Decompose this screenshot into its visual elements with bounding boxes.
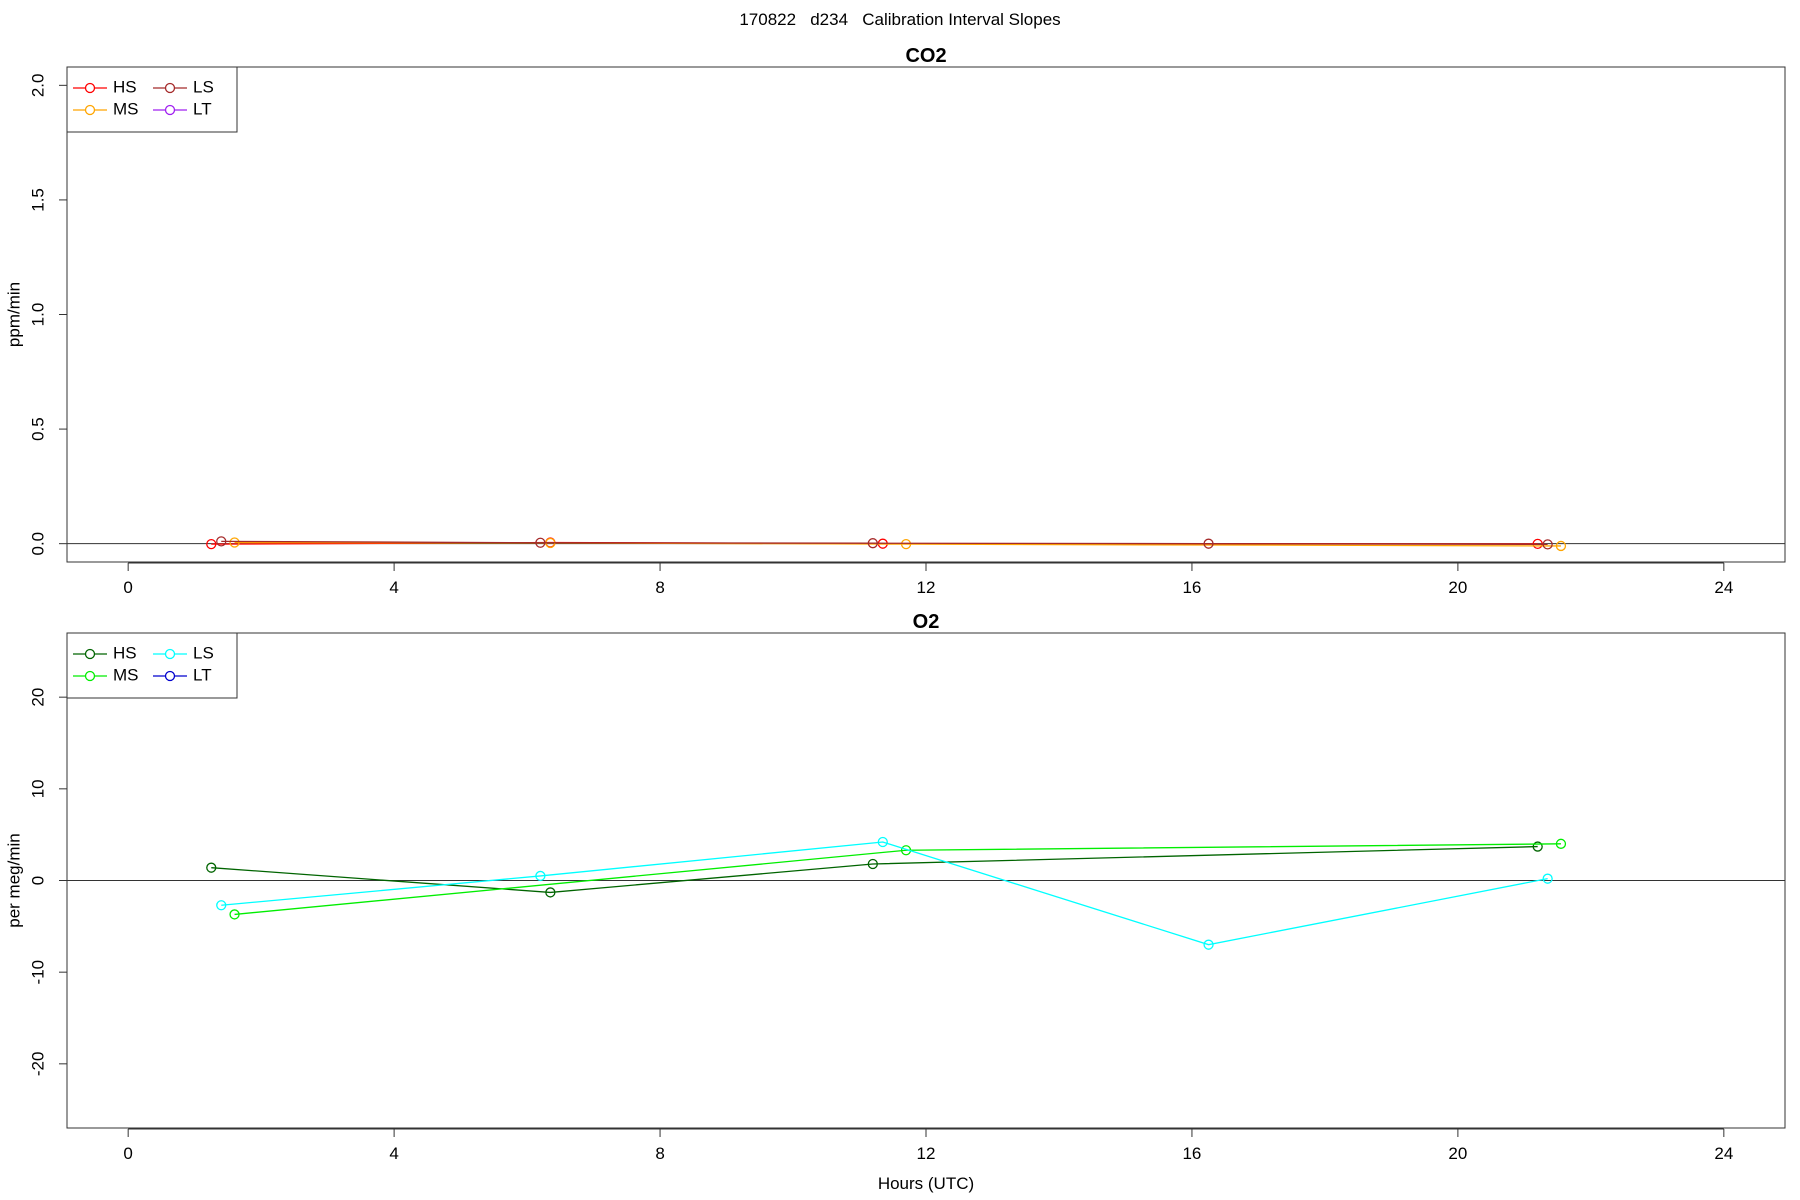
legend-label: HS [113, 77, 137, 96]
data-point [1542, 873, 1553, 884]
data-point [1555, 540, 1567, 552]
y-tick-label: 2.0 [28, 74, 47, 98]
panel-co2: CO2 0 4 8 12 16 20 24 0.0 0.5 1.0 1.5 2.0 ppm/min HS MS… [4, 45, 1786, 597]
legend-marker [164, 104, 176, 116]
legend-label: LT [193, 665, 212, 684]
data-point [1555, 838, 1567, 849]
series-hs [206, 841, 1543, 898]
y-tick-label: -20 [28, 1052, 47, 1077]
data-point [1532, 841, 1543, 852]
x-tick-label: 16 [1182, 1144, 1201, 1163]
legend-label: HS [113, 643, 137, 662]
x-tick-label: 0 [123, 1144, 132, 1163]
panel-title: O2 [913, 611, 940, 633]
legend-entry-lt: LT [153, 99, 212, 118]
x-axis-label: Hours (UTC) [878, 1174, 974, 1193]
x-axis: 0 4 8 12 16 20 24 Hours (UTC) [123, 1128, 1733, 1193]
data-point [535, 537, 546, 548]
data-point [1203, 939, 1214, 950]
y-tick-label: 1.5 [28, 188, 47, 212]
panel-o2: O2 0 4 8 12 16 20 24 Hours (UTC) -20 -10 0 10 20 per m… [4, 611, 1786, 1193]
data-point [535, 870, 546, 882]
y-tick-label: 0.5 [28, 417, 47, 441]
data-point [216, 900, 227, 911]
plot-frame [66, 66, 1786, 563]
legend-label: LS [193, 77, 214, 96]
x-axis: 0 4 8 12 16 20 24 [123, 562, 1733, 597]
series-ls [216, 836, 1553, 950]
legend-marker [164, 82, 176, 94]
data-point [229, 909, 240, 920]
legend-marker [164, 648, 176, 660]
x-tick-label: 8 [655, 1144, 664, 1163]
x-tick-label: 20 [1448, 578, 1467, 597]
legend-marker [84, 104, 96, 116]
y-axis-label: ppm/min [4, 282, 23, 347]
data-point [877, 836, 888, 848]
x-tick-label: 8 [655, 578, 664, 597]
series-line [211, 845, 1538, 894]
x-tick-label: 24 [1714, 1144, 1733, 1163]
y-tick-label: -10 [28, 960, 47, 985]
y-axis: -20 -10 0 10 20 per meg/min [4, 688, 68, 1077]
legend-entry-ls: LS [153, 77, 214, 96]
data-point [867, 538, 878, 549]
y-tick-label: 10 [28, 779, 47, 798]
legend: HS MS LS LT [66, 66, 238, 133]
data-point [1542, 539, 1553, 550]
x-tick-label: 0 [123, 578, 132, 597]
x-tick-label: 12 [917, 578, 936, 597]
legend-entry-hs: HS [73, 77, 137, 96]
data-point [206, 538, 217, 550]
y-axis: 0.0 0.5 1.0 1.5 2.0 ppm/min [4, 74, 68, 556]
series-line [221, 841, 1548, 946]
legend-entry-ls: LS [153, 643, 214, 662]
x-tick-label: 16 [1182, 578, 1201, 597]
data-point [229, 537, 240, 548]
legend: HS MS LS LT [66, 632, 238, 699]
series-ls [216, 536, 1553, 550]
y-tick-label: 0 [28, 876, 47, 885]
x-tick-label: 20 [1448, 1144, 1467, 1163]
x-tick-label: 4 [389, 578, 398, 597]
x-tick-label: 24 [1714, 578, 1733, 597]
y-tick-label: 0.0 [28, 532, 47, 556]
legend-box [66, 632, 238, 699]
legend-marker [164, 670, 176, 682]
legend-box [66, 66, 238, 133]
legend-label: LT [193, 99, 212, 118]
x-tick-label: 12 [917, 1144, 936, 1163]
legend-label: LS [193, 643, 214, 662]
data-point [867, 858, 878, 870]
x-tick-label: 4 [389, 1144, 398, 1163]
panel-title: CO2 [905, 45, 946, 67]
legend-entry-hs: HS [73, 643, 137, 662]
legend-marker [84, 648, 96, 660]
y-tick-label: 1.0 [28, 303, 47, 327]
legend-entry-ms: MS [73, 665, 139, 684]
data-point [216, 536, 227, 547]
legend-marker [84, 670, 96, 682]
figure-title: 170822 d234 Calibration Interval Slopes [739, 10, 1061, 29]
y-tick-label: 20 [28, 688, 47, 707]
data-point [545, 887, 556, 898]
legend-entry-lt: LT [153, 665, 212, 684]
series-line [234, 843, 1561, 916]
legend-entry-ms: MS [73, 99, 139, 118]
data-point [206, 862, 217, 873]
legend-marker [84, 82, 96, 94]
data-point [1203, 538, 1214, 549]
y-axis-label: per meg/min [4, 833, 23, 927]
legend-label: MS [113, 665, 139, 684]
legend-label: MS [113, 99, 139, 118]
series-line [221, 540, 1548, 546]
data-point [900, 538, 912, 550]
